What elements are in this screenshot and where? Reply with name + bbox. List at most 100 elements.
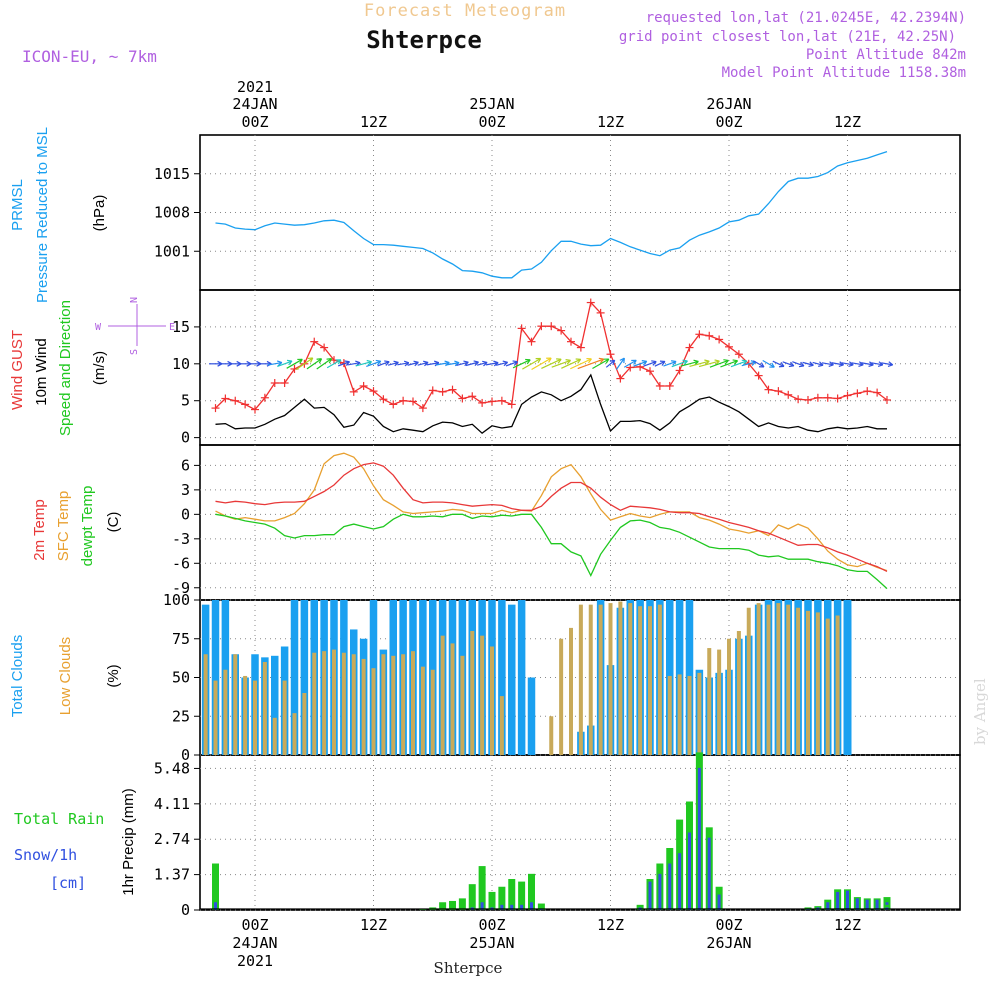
wind-arrow-head <box>375 359 381 362</box>
low-cloud-bar <box>608 603 613 755</box>
gust-marker <box>251 405 259 414</box>
time-label-bottom: 2021 <box>237 952 273 970</box>
wind-arrow-head <box>454 362 460 367</box>
wind-arrow-head <box>671 360 677 363</box>
wind-arrow-head <box>848 364 854 367</box>
gust-marker <box>646 367 654 376</box>
gust-marker <box>685 343 694 352</box>
wind-arrow <box>570 357 592 370</box>
wind-arrow <box>541 358 562 369</box>
snow-bar <box>846 890 849 910</box>
wind-arrow-shaft <box>752 360 765 368</box>
gust-line <box>215 301 888 411</box>
gust-marker <box>270 379 279 387</box>
wind-arrow-shaft <box>295 357 314 371</box>
low-cloud-bar <box>687 675 692 755</box>
wind-arrow-shaft <box>485 362 499 366</box>
low-cloud-bar <box>262 662 267 755</box>
wind-arrow <box>605 359 616 368</box>
wind-arrow-head <box>661 361 666 366</box>
wind-arrow-head <box>733 360 739 365</box>
wind-arrow <box>551 359 571 368</box>
gust-marker <box>478 398 487 407</box>
gust-marker <box>399 396 408 405</box>
compass-east: E <box>169 322 175 333</box>
ytick-label: 0 <box>181 505 190 523</box>
low-cloud-bar <box>667 675 672 755</box>
ytick-label: 0 <box>181 746 190 764</box>
ytick-label: 10 <box>172 355 190 373</box>
gust-marker <box>823 393 832 402</box>
wind-arrow-head <box>818 364 824 367</box>
gust-marker <box>586 298 595 307</box>
clouds-unit: (%) <box>105 664 122 687</box>
low-cloud-bar <box>411 651 415 755</box>
low-cloud-bar <box>756 603 761 755</box>
wind-arrow <box>258 360 272 367</box>
wind-arrow-head <box>413 360 419 363</box>
wind-arrow <box>782 361 795 368</box>
wind-arrow <box>752 360 765 368</box>
wind-arrow <box>326 359 342 369</box>
wind-arrow-shaft <box>561 358 581 369</box>
wind-arrow-head <box>600 358 605 364</box>
gust-marker <box>537 322 546 331</box>
low-cloud-bar <box>361 658 366 755</box>
ytick-label: 6 <box>181 456 190 474</box>
wind-arrow-shaft <box>306 358 322 370</box>
wind-arrow-shaft <box>730 360 747 368</box>
wind-arrow-head <box>385 361 390 366</box>
wind-arrow <box>286 358 303 369</box>
ytick-label: 1001 <box>154 242 190 260</box>
wind-arrow-head <box>724 360 729 365</box>
low-cloud-bar <box>727 638 731 755</box>
wind-arrow <box>720 359 739 368</box>
ytick-label: 5 <box>181 392 190 410</box>
wind-arrow-head <box>566 359 571 365</box>
wind-arrow-shaft <box>417 361 429 366</box>
gust-marker <box>626 363 635 372</box>
requested-coords: requested lon,lat (21.0245E, 42.2394N) <box>646 10 966 26</box>
gust-marker <box>547 322 556 331</box>
wind-arrow <box>366 359 382 368</box>
wind-arrow-shaft <box>633 360 647 367</box>
wind-arrow <box>337 360 351 367</box>
low-cloud-bar <box>490 646 494 755</box>
rain-bar <box>528 873 535 910</box>
snow-bar <box>678 853 682 910</box>
wind-arrow-head <box>839 361 844 366</box>
wind10m-label: 10m Wind <box>33 338 50 406</box>
wind-arrow-shaft <box>698 360 720 368</box>
low-cloud-bar <box>598 604 603 755</box>
low-cloud-bar <box>420 666 425 755</box>
ytick-label: 15 <box>172 318 190 336</box>
wind-arrow-head <box>577 358 582 364</box>
wind-arrow-shaft <box>476 361 488 366</box>
time-label-top: 12Z <box>834 113 861 131</box>
ytick-label: 1015 <box>154 165 190 183</box>
wind-arrow-head <box>277 362 283 367</box>
wind-arrow-shaft <box>426 362 440 366</box>
wind-arrow <box>277 359 293 368</box>
gust-marker <box>369 387 378 396</box>
wind-arrow-head <box>732 359 738 362</box>
snow-bar <box>530 902 533 910</box>
wind-arrow <box>267 360 283 367</box>
wind-arrow-head <box>512 360 518 363</box>
time-label-bottom: 24JAN <box>232 934 277 952</box>
low-cloud-bar <box>578 604 583 755</box>
gust-marker <box>438 387 447 396</box>
wind-arrow-shaft <box>531 357 552 370</box>
gust-marker <box>853 389 862 398</box>
wind-arrow-head <box>741 359 747 362</box>
gust-marker <box>211 404 220 413</box>
low-cloud-bar <box>223 669 228 755</box>
wind-arrow <box>772 360 785 368</box>
snow-bar <box>648 881 652 910</box>
wind-arrow <box>512 358 531 369</box>
wind-arrow <box>522 357 542 370</box>
wind-arrow-shaft <box>435 362 450 366</box>
wind-arrow-head <box>682 359 688 362</box>
time-label-top: 26JAN <box>706 95 751 113</box>
wind-arrow-head <box>266 360 272 365</box>
